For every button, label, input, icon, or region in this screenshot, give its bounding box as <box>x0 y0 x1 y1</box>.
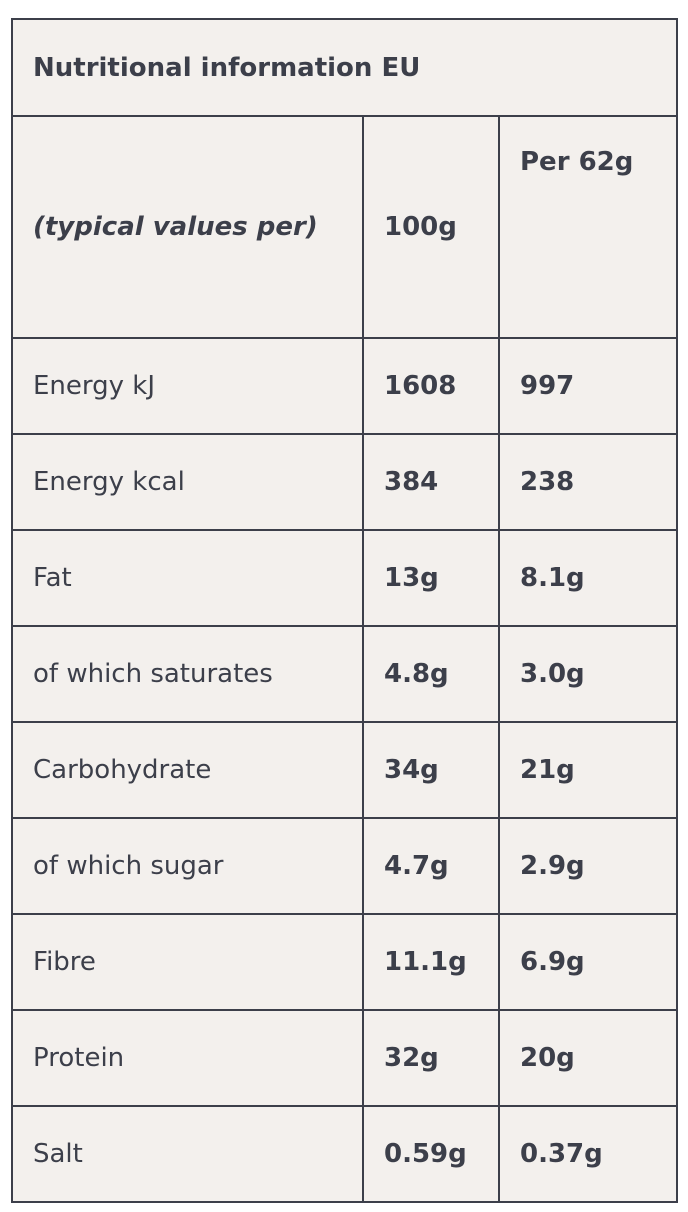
header-row: (typical values per) 100g Per 62g <box>11 115 678 339</box>
nutrient-value: 384 <box>362 433 500 531</box>
nutrient-name: Fibre <box>11 913 364 1011</box>
nutrient-name: of which saturates <box>11 625 364 723</box>
nutrient-row: of which sugar 4.7g 2.9g <box>11 817 678 915</box>
nutrient-row: Carbohydrate 34g 21g <box>11 721 678 819</box>
nutrient-row: Energy kcal 384 238 <box>11 433 678 531</box>
nutrition-panel: Nutritional information EU (typical valu… <box>11 18 678 1203</box>
column-header: Per 62g <box>498 115 678 339</box>
nutrient-value: 2.9g <box>498 817 678 915</box>
nutrient-name: of which sugar <box>11 817 364 915</box>
nutrient-value: 32g <box>362 1009 500 1107</box>
nutrient-name: Protein <box>11 1009 364 1107</box>
nutrient-value: 13g <box>362 529 500 627</box>
table-body: Nutritional information EU (typical valu… <box>11 18 678 1203</box>
nutrient-name: Energy kJ <box>11 337 364 435</box>
nutrient-name: Carbohydrate <box>11 721 364 819</box>
column-header: (typical values per) <box>11 115 364 339</box>
nutrient-value: 997 <box>498 337 678 435</box>
nutrient-name: Energy kcal <box>11 433 364 531</box>
nutrient-row: Energy kJ 1608 997 <box>11 337 678 435</box>
title-row: Nutritional information EU <box>11 18 678 117</box>
nutrient-row: Fibre 11.1g 6.9g <box>11 913 678 1011</box>
nutrient-value: 0.59g <box>362 1105 500 1203</box>
nutrient-value: 21g <box>498 721 678 819</box>
nutrient-value: 0.37g <box>498 1105 678 1203</box>
nutrient-value: 1608 <box>362 337 500 435</box>
nutrition-table: Nutritional information EU (typical valu… <box>11 18 678 1203</box>
nutrient-value: 6.9g <box>498 913 678 1011</box>
nutrient-row: Fat 13g 8.1g <box>11 529 678 627</box>
nutrient-value: 20g <box>498 1009 678 1107</box>
table-title: Nutritional information EU <box>11 18 678 117</box>
nutrient-name: Salt <box>11 1105 364 1203</box>
nutrient-value: 34g <box>362 721 500 819</box>
column-header: 100g <box>362 115 500 339</box>
nutrient-value: 4.7g <box>362 817 500 915</box>
nutrient-value: 3.0g <box>498 625 678 723</box>
nutrient-name: Fat <box>11 529 364 627</box>
nutrient-value: 4.8g <box>362 625 500 723</box>
nutrient-row: of which saturates 4.8g 3.0g <box>11 625 678 723</box>
nutrient-row: Salt 0.59g 0.37g <box>11 1105 678 1203</box>
nutrient-row: Protein 32g 20g <box>11 1009 678 1107</box>
nutrient-value: 8.1g <box>498 529 678 627</box>
nutrient-value: 11.1g <box>362 913 500 1011</box>
nutrient-value: 238 <box>498 433 678 531</box>
